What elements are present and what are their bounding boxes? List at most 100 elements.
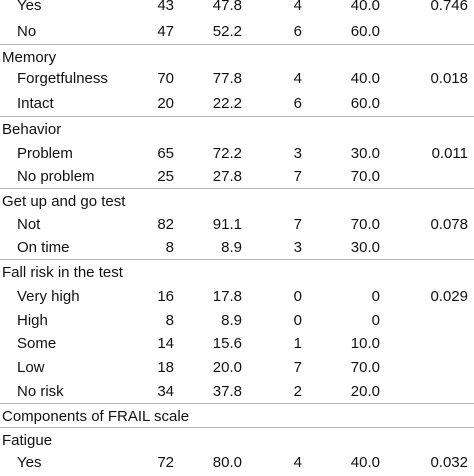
- cell-pct-group1: 17.8: [212, 288, 242, 305]
- section-label: Fall risk in the test: [2, 264, 123, 281]
- cell-n-group1: 25: [157, 168, 174, 185]
- cell-n-group2: 2: [293, 383, 302, 400]
- cell-pct-group2: 40.0: [350, 70, 380, 87]
- section-label: Components of FRAIL scale: [2, 408, 190, 425]
- cell-n-group2: 4: [293, 70, 302, 87]
- section-label: Fatigue: [2, 432, 53, 449]
- row-label: Forgetfulness: [17, 70, 108, 87]
- row-label: No risk: [17, 383, 64, 400]
- row-label: No problem: [17, 168, 95, 185]
- row-label: Low: [17, 359, 45, 376]
- table-row: Yes 72 80.0 4 40.0 0.032: [0, 450, 474, 476]
- cell-n-group2: 1: [293, 335, 302, 352]
- row-label: On time: [17, 239, 70, 256]
- cell-n-group2: 7: [293, 216, 302, 233]
- cell-pct-group2: 0: [371, 288, 380, 305]
- cell-n-group2: 0: [293, 288, 302, 305]
- cell-pct-group1: 91.1: [212, 216, 242, 233]
- section-label: Behavior: [2, 121, 62, 138]
- section-label: Get up and go test: [2, 193, 126, 210]
- cell-pct-group2: 20.0: [350, 383, 380, 400]
- section-row: Behavior: [0, 116, 474, 143]
- cell-n-group1: 72: [157, 454, 174, 471]
- table-row: No problem 25 27.8 7 70.0: [0, 164, 474, 190]
- section-label: Memory: [2, 49, 57, 66]
- cell-n-group2: 0: [293, 312, 302, 329]
- cell-p-value: 0.018: [430, 70, 468, 87]
- cell-n-group1: 14: [157, 335, 174, 352]
- cell-pct-group1: 47.8: [212, 0, 242, 14]
- table-row: Not 82 91.1 7 70.0 0.078: [0, 212, 474, 238]
- row-label: No: [17, 23, 37, 40]
- table-row: Problem 65 72.2 3 30.0 0.011: [0, 141, 474, 167]
- cell-pct-group1: 80.0: [212, 454, 242, 471]
- table-row: Intact 20 22.2 6 60.0: [0, 91, 474, 117]
- cell-pct-group2: 70.0: [350, 168, 380, 185]
- cell-n-group2: 4: [293, 0, 302, 14]
- cell-pct-group1: 20.0: [212, 359, 242, 376]
- row-label: Problem: [17, 145, 73, 162]
- cell-pct-group2: 0: [371, 312, 380, 329]
- cell-n-group1: 8: [165, 312, 174, 329]
- section-row: Memory: [0, 44, 474, 71]
- cell-n-group2: 3: [293, 145, 302, 162]
- table-row: No risk 34 37.8 2 20.0: [0, 379, 474, 405]
- row-label: High: [17, 312, 48, 329]
- table-row: Very high 16 17.8 0 0 0.029: [0, 284, 474, 310]
- cell-pct-group2: 30.0: [350, 145, 380, 162]
- cell-pct-group1: 15.6: [212, 335, 242, 352]
- cell-pct-group1: 37.8: [212, 383, 242, 400]
- cell-n-group1: 82: [157, 216, 174, 233]
- cell-pct-group1: 8.9: [221, 312, 242, 329]
- cell-pct-group1: 52.2: [212, 23, 242, 40]
- cell-n-group2: 6: [293, 23, 302, 40]
- cell-pct-group1: 8.9: [221, 239, 242, 256]
- row-label: Yes: [17, 454, 42, 471]
- cell-pct-group2: 70.0: [350, 216, 380, 233]
- cell-n-group2: 6: [293, 95, 302, 112]
- table-row: Forgetfulness 70 77.8 4 40.0 0.018: [0, 66, 474, 92]
- cell-n-group2: 4: [293, 454, 302, 471]
- cell-n-group1: 65: [157, 145, 174, 162]
- cell-n-group1: 18: [157, 359, 174, 376]
- cell-pct-group2: 70.0: [350, 359, 380, 376]
- table-row: Yes 43 47.8 4 40.0 0.746: [0, 0, 474, 19]
- row-label: Very high: [17, 288, 80, 305]
- cell-n-group1: 43: [157, 0, 174, 14]
- table-row: Low 18 20.0 7 70.0: [0, 355, 474, 381]
- section-row: Fall risk in the test: [0, 259, 474, 286]
- row-label: Intact: [17, 95, 54, 112]
- table-row: High 8 8.9 0 0: [0, 308, 474, 334]
- cell-pct-group2: 40.0: [350, 0, 380, 14]
- row-label: Not: [17, 216, 41, 233]
- section-row: Fatigue: [0, 427, 474, 454]
- cell-p-value: 0.032: [430, 454, 468, 471]
- cell-pct-group2: 30.0: [350, 239, 380, 256]
- section-row: Get up and go test: [0, 188, 474, 215]
- cell-n-group2: 7: [293, 168, 302, 185]
- table-row: No 47 52.2 6 60.0: [0, 19, 474, 45]
- cell-n-group2: 3: [293, 239, 302, 256]
- cell-p-value: 0.746: [430, 0, 468, 14]
- cell-pct-group1: 27.8: [212, 168, 242, 185]
- cell-pct-group1: 72.2: [212, 145, 242, 162]
- cell-n-group1: 8: [165, 239, 174, 256]
- cell-pct-group1: 77.8: [212, 70, 242, 87]
- cell-p-value: 0.029: [430, 288, 468, 305]
- cell-n-group2: 7: [293, 359, 302, 376]
- cell-n-group1: 16: [157, 288, 174, 305]
- table-row: On time 8 8.9 3 30.0: [0, 235, 474, 261]
- row-label: Some: [17, 335, 57, 352]
- cell-n-group1: 20: [157, 95, 174, 112]
- cell-pct-group2: 60.0: [350, 95, 380, 112]
- cell-pct-group1: 22.2: [212, 95, 242, 112]
- cell-pct-group2: 40.0: [350, 454, 380, 471]
- cell-n-group1: 70: [157, 70, 174, 87]
- section-row: Components of FRAIL scale: [0, 403, 474, 430]
- cell-p-value: 0.078: [430, 216, 468, 233]
- cell-n-group1: 34: [157, 383, 174, 400]
- cell-pct-group2: 60.0: [350, 23, 380, 40]
- row-label: Yes: [17, 0, 42, 14]
- table-row: Some 14 15.6 1 10.0: [0, 331, 474, 357]
